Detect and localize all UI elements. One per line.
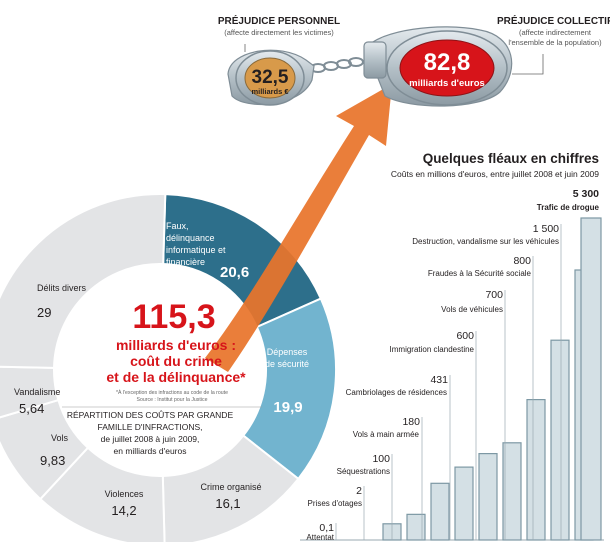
- collective-value: 82,8: [424, 49, 471, 76]
- slice-value-delits: 29: [37, 305, 51, 320]
- slice-value-vandalisme: 5,64: [19, 401, 44, 416]
- donut-center-line2: coût du crime: [130, 353, 222, 369]
- donut-footnote: *À l'exception des infractions au code d…: [116, 389, 228, 396]
- bar-vols-main-armee: [454, 466, 474, 541]
- bar-vols-vehicules: [526, 399, 546, 541]
- bar-value-vandalisme-vehicules: 1 500: [533, 223, 559, 235]
- bar-label-vandalisme-vehicules: Destruction, vandalisme sur les véhicule…: [412, 237, 559, 246]
- slice-label-delits: Délits divers: [37, 283, 87, 293]
- bar-cambriolages: [478, 453, 498, 541]
- handcuffs-icon: [227, 26, 513, 107]
- slice-value-faux: 20,6: [220, 264, 249, 281]
- slice-vols: [0, 398, 90, 501]
- slice-label-vandalisme: Vandalisme: [14, 387, 60, 397]
- bar-value-trafic-drogue: 5 300: [573, 188, 599, 200]
- slice-delits-divers: [0, 193, 167, 369]
- bar-value-attentat: 0,1: [319, 522, 334, 534]
- slice-value-crime: 16,1: [215, 496, 240, 511]
- collective-title: PRÉJUDICE COLLECTIF: [497, 14, 610, 27]
- donut-labels: Faux, délinquance informatique et financ…: [14, 221, 309, 518]
- bar-value-vols-main-armee: 180: [402, 416, 420, 428]
- bar-label-sequestrations: Séquestrations: [337, 467, 390, 476]
- slice-value-vols: 9,83: [40, 453, 65, 468]
- bars-title: Quelques fléaux en chiffres: [423, 151, 599, 166]
- donut-hole: [55, 265, 265, 475]
- bar-fraudes-secu: [550, 339, 570, 541]
- personal-title: PRÉJUDICE PERSONNEL: [218, 14, 340, 27]
- bar-value-sequestrations: 100: [372, 453, 390, 465]
- donut-caption-2: FAMILLE D'INFRACTIONS,: [97, 422, 202, 432]
- collective-subtitle-1: (affecte indirectement: [519, 28, 592, 37]
- bar-value-prises-otages: 2: [356, 485, 362, 497]
- donut-center-line1: milliards d'euros :: [116, 337, 236, 353]
- donut-source: Source : Institut pour la Justice: [137, 397, 208, 403]
- slice-label-crime: Crime organisé: [200, 482, 261, 492]
- donut-caption-1: RÉPARTITION DES COÛTS PAR GRANDE: [67, 410, 234, 420]
- slice-label-vols: Vols: [51, 433, 69, 443]
- bar-label-vols-vehicules: Vols de véhicules: [441, 305, 503, 314]
- bar-label-fraudes-secu: Fraudes à la Sécurité sociale: [428, 269, 532, 278]
- slice-value-violences: 14,2: [111, 503, 136, 518]
- bar-trafic-drogue: [580, 217, 602, 541]
- collective-subtitle-2: l'ensemble de la population): [508, 38, 602, 47]
- arrow-icon: [205, 84, 392, 372]
- donut-caption-4: en milliards d'euros: [114, 446, 187, 456]
- leader-lines: [244, 44, 544, 75]
- donut-chart: [0, 193, 337, 542]
- bar-sequestrations: [430, 482, 450, 541]
- donut-total: 115,3: [132, 298, 215, 336]
- bar-value-vols-vehicules: 700: [485, 289, 503, 301]
- bar-label-prises-otages: Prises d'otages: [308, 499, 362, 508]
- collective-unit: milliards d'euros: [409, 78, 485, 89]
- bar-label-attentat: Attentat: [306, 533, 334, 542]
- slice-label-faux-4: financière: [166, 257, 205, 267]
- bar-label-immigration: Immigration clandestine: [390, 345, 475, 354]
- bar-value-cambriolages: 431: [430, 374, 448, 386]
- bar-value-immigration: 600: [456, 330, 474, 342]
- slice-crime-organise: [161, 434, 300, 542]
- bar-label-cambriolages: Cambriolages de résidences: [346, 388, 447, 397]
- donut-caption-3: de juillet 2008 à juin 2009,: [101, 434, 200, 444]
- slice-value-securite: 19,9: [273, 399, 302, 416]
- bar-prises-otages: [406, 513, 426, 541]
- slice-label-faux-2: délinquance: [166, 233, 215, 243]
- slice-label-faux-1: Faux,: [166, 221, 189, 231]
- donut-center-line3: et de la délinquance*: [106, 369, 246, 385]
- slice-label-securite-2: de sécurité: [265, 359, 309, 369]
- bar-label-trafic-drogue: Trafic de drogue: [537, 203, 600, 212]
- slice-label-violences: Violences: [105, 489, 144, 499]
- personal-subtitle: (affecte directement les victimes): [224, 28, 334, 37]
- bar-immigration: [502, 442, 522, 541]
- slice-label-securite-1: Dépenses: [267, 347, 308, 357]
- slice-label-faux-3: informatique et: [166, 245, 226, 255]
- bar-label-vols-main-armee: Vols à main armée: [353, 430, 420, 439]
- bars-subtitle: Coûts en millions d'euros, entre juillet…: [391, 169, 599, 179]
- personal-unit: milliards €: [251, 87, 289, 96]
- personal-value: 32,5: [252, 67, 289, 88]
- bar-value-fraudes-secu: 800: [513, 255, 531, 267]
